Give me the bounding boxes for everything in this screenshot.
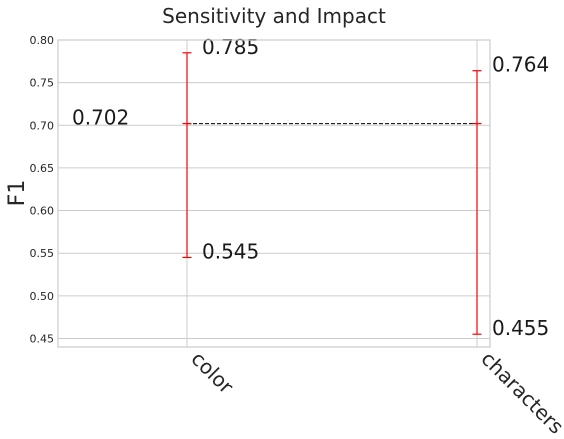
y-tick-label: 0.70 (30, 119, 55, 132)
x-tick-labels: color characters (186, 347, 564, 439)
chart-title: Sensitivity and Impact (162, 4, 386, 28)
y-tick-label: 0.65 (30, 162, 55, 175)
min-value-label: 0.545 (202, 239, 259, 263)
errorbar-color: 0.785 0.545 (182, 35, 259, 263)
y-tick-label: 0.50 (30, 290, 55, 303)
y-tick-label: 0.60 (30, 205, 55, 218)
y-tick-label: 0.45 (30, 332, 55, 345)
errorbar-layer: 0.785 0.545 0.764 0.455 (182, 35, 549, 340)
x-tick-label: characters (476, 347, 564, 439)
y-tick-label: 0.75 (30, 77, 55, 90)
y-tick-labels: 0.45 0.50 0.55 0.60 0.65 0.70 0.75 0.80 (30, 34, 55, 345)
max-value-label: 0.785 (202, 35, 259, 59)
max-value-label: 0.764 (492, 53, 549, 77)
y-tick-label: 0.80 (30, 34, 55, 47)
x-tick-label: color (186, 347, 238, 399)
errorbar-characters: 0.764 0.455 (472, 53, 549, 340)
plot-frame (57, 39, 491, 348)
y-tick-label: 0.55 (30, 247, 55, 260)
baseline-label: 0.702 (72, 106, 129, 130)
y-axis-label: F1 (5, 180, 30, 207)
min-value-label: 0.455 (492, 316, 549, 340)
grid-layer (58, 39, 490, 347)
